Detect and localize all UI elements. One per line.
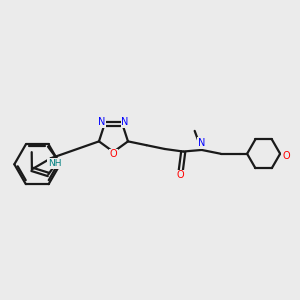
Text: N: N: [198, 138, 206, 148]
Text: NH: NH: [48, 159, 61, 168]
Text: N: N: [98, 117, 106, 127]
Text: O: O: [177, 170, 184, 180]
Text: O: O: [282, 151, 290, 161]
Text: N: N: [121, 117, 129, 127]
Text: O: O: [110, 149, 117, 159]
